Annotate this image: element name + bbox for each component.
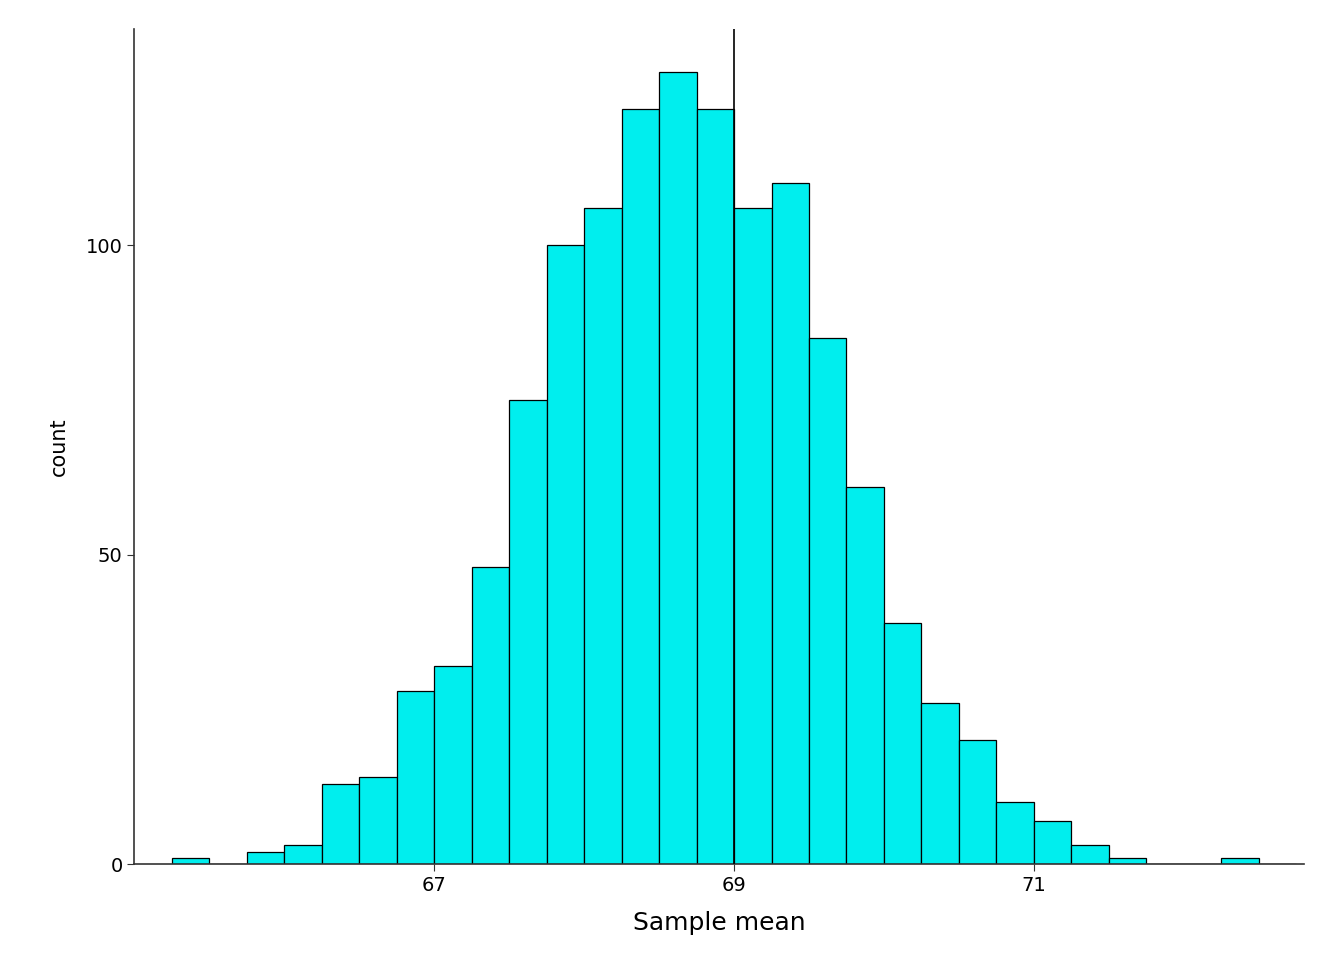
Bar — [1109, 858, 1146, 864]
Bar — [922, 703, 958, 864]
Bar — [359, 778, 396, 864]
Bar — [172, 858, 210, 864]
Bar — [1034, 821, 1071, 864]
Bar — [696, 109, 734, 864]
Bar — [396, 691, 434, 864]
Bar — [585, 208, 621, 864]
Bar — [996, 803, 1034, 864]
Y-axis label: count: count — [48, 417, 69, 476]
Bar — [734, 208, 771, 864]
Bar — [547, 246, 585, 864]
Bar — [509, 400, 547, 864]
X-axis label: Sample mean: Sample mean — [633, 911, 805, 935]
Bar — [771, 183, 809, 864]
Bar — [434, 666, 472, 864]
Bar — [321, 783, 359, 864]
Bar — [247, 852, 285, 864]
Bar — [884, 623, 922, 864]
Bar — [847, 487, 884, 864]
Bar — [809, 338, 847, 864]
Bar — [285, 846, 321, 864]
Bar — [958, 740, 996, 864]
Bar — [622, 109, 659, 864]
Bar — [1222, 858, 1259, 864]
Bar — [659, 72, 696, 864]
Bar — [1071, 846, 1109, 864]
Bar — [472, 567, 509, 864]
